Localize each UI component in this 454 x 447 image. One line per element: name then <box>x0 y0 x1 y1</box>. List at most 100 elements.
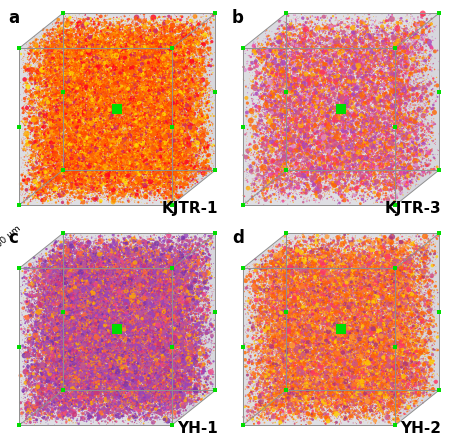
Point <box>170 346 177 354</box>
Point <box>30 132 38 139</box>
Point <box>374 128 381 135</box>
Point <box>132 320 139 327</box>
Point <box>373 374 380 381</box>
Point <box>168 293 175 300</box>
Point <box>81 371 89 378</box>
Point <box>159 385 166 392</box>
Point <box>276 284 283 291</box>
Point <box>41 112 49 119</box>
Point <box>181 381 188 388</box>
Point <box>326 27 333 34</box>
Point <box>164 270 172 277</box>
Point <box>340 322 347 329</box>
Point <box>259 395 266 402</box>
Point <box>161 367 168 374</box>
Point <box>323 281 331 288</box>
Point <box>138 159 145 166</box>
Point <box>416 352 424 359</box>
Point <box>104 331 112 338</box>
Point <box>315 282 322 289</box>
Point <box>348 341 355 348</box>
Point <box>68 309 75 316</box>
Point <box>89 46 96 53</box>
Point <box>74 298 82 305</box>
Point <box>184 256 192 263</box>
Point <box>138 276 145 283</box>
Point <box>403 273 410 280</box>
Point <box>74 93 81 100</box>
Point <box>119 25 127 33</box>
Point <box>85 149 93 156</box>
Point <box>59 258 67 265</box>
Point <box>81 42 89 49</box>
Point <box>407 150 415 157</box>
Point <box>365 269 372 276</box>
Point <box>179 27 186 34</box>
Point <box>148 161 155 169</box>
Point <box>134 103 142 110</box>
Point <box>315 356 322 363</box>
Point <box>115 136 123 143</box>
Point <box>104 43 112 50</box>
Point <box>414 402 421 409</box>
Point <box>318 376 325 384</box>
Point <box>152 251 159 258</box>
Point <box>279 387 286 394</box>
Point <box>327 51 335 58</box>
Point <box>309 102 316 109</box>
Point <box>41 400 49 407</box>
Point <box>135 291 142 299</box>
Point <box>347 33 355 40</box>
Point <box>102 350 109 358</box>
Point <box>296 54 303 61</box>
Point <box>411 309 418 316</box>
Point <box>91 246 99 253</box>
Point <box>69 386 76 393</box>
Point <box>400 347 407 354</box>
Point <box>73 102 80 110</box>
Point <box>190 84 197 92</box>
Point <box>65 330 72 337</box>
Point <box>336 50 343 57</box>
Point <box>210 65 217 72</box>
Point <box>168 117 175 124</box>
Point <box>298 69 306 76</box>
Point <box>204 284 212 291</box>
Point <box>123 156 131 164</box>
Point <box>148 101 155 109</box>
Point <box>167 54 174 61</box>
Point <box>86 367 94 374</box>
Point <box>294 355 301 363</box>
Point <box>331 153 338 160</box>
Point <box>390 282 397 289</box>
Point <box>312 268 319 275</box>
Point <box>368 317 375 324</box>
Point <box>342 267 349 274</box>
Point <box>148 49 155 56</box>
Point <box>321 172 328 179</box>
Point <box>88 40 95 47</box>
Point <box>114 128 121 135</box>
Point <box>294 279 301 287</box>
Point <box>174 78 182 85</box>
Point <box>142 86 149 93</box>
Point <box>143 325 150 333</box>
Point <box>93 128 100 135</box>
Point <box>166 182 173 189</box>
Point <box>134 329 141 336</box>
Point <box>197 264 205 271</box>
Point <box>67 150 74 157</box>
Point <box>328 413 335 421</box>
Point <box>115 311 122 318</box>
Point <box>131 106 138 113</box>
Point <box>414 305 421 312</box>
Point <box>410 281 417 288</box>
Point <box>418 278 425 285</box>
Point <box>139 86 147 93</box>
Point <box>111 383 118 390</box>
Point <box>326 302 333 309</box>
Point <box>190 85 197 92</box>
Point <box>103 329 110 336</box>
Point <box>99 52 106 59</box>
Point <box>339 281 346 288</box>
